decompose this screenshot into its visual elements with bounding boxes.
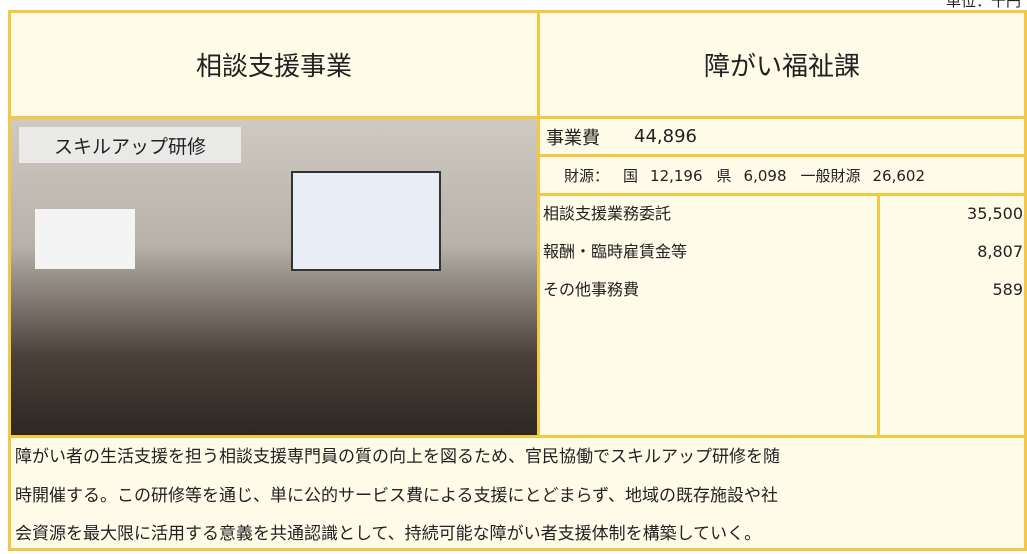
header-left: 相談支援事業 xyxy=(8,10,540,119)
item-value: 8,807 xyxy=(977,236,1023,268)
funding-name: 国 xyxy=(623,167,638,185)
funding-items: 国 12,196 県 6,098 一般財源 26,602 xyxy=(609,165,925,186)
whiteboard xyxy=(35,209,135,269)
funding-name: 県 xyxy=(717,167,732,185)
total-label: 事業費 xyxy=(546,124,600,150)
photo-caption: スキルアップ研修 xyxy=(19,127,241,163)
funding-value: 26,602 xyxy=(873,167,926,185)
item-value: 35,500 xyxy=(967,198,1023,230)
item-name: 相談支援業務委託 xyxy=(543,198,671,230)
funding-label: 財源： xyxy=(564,165,609,186)
header-left-title: 相談支援事業 xyxy=(196,46,352,83)
header-right-title: 障がい福祉課 xyxy=(704,46,860,83)
description: 障がい者の生活支援を担う相談支援専門員の質の向上を図るため、官民協働でスキルアッ… xyxy=(8,435,1027,551)
description-line: 障がい者の生活支援を担う相談支援専門員の質の向上を図るため、官民協働でスキルアッ… xyxy=(15,438,1024,477)
description-line: 時開催する。この研修等を通じ、単に公的サービス費による支援にとどまらず、地域の既… xyxy=(15,477,1024,516)
description-line: 会資源を最大限に活用する意義を共通認識として、持続可能な障がい者支援体制を構築し… xyxy=(15,515,1024,554)
total-row: 事業費 44,896 xyxy=(537,116,1027,157)
funding-value: 12,196 xyxy=(650,167,703,185)
funding-name: 一般財源 xyxy=(801,167,861,185)
photo: スキルアップ研修 xyxy=(8,116,540,438)
funding-value: 6,098 xyxy=(744,167,787,185)
item-name: その他事務費 xyxy=(543,274,639,306)
page: 単位：千円 相談支援事業 障がい福祉課 スキルアップ研修 事業費 44,896 … xyxy=(0,0,1027,551)
funding-row: 財源： 国 12,196 県 6,098 一般財源 26,602 xyxy=(537,154,1027,196)
item-value: 589 xyxy=(992,274,1023,306)
total-value: 44,896 xyxy=(634,126,697,147)
projector-screen xyxy=(291,171,441,271)
item-name: 報酬・臨時雇賃金等 xyxy=(543,236,687,268)
header-right: 障がい福祉課 xyxy=(537,10,1027,119)
